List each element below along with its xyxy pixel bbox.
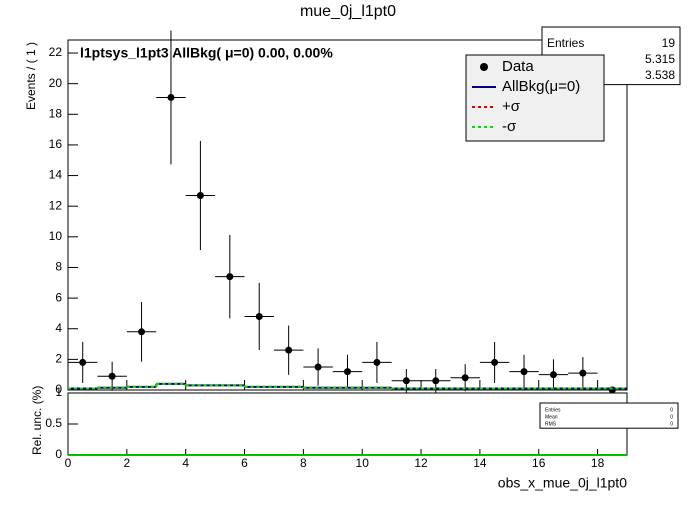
y-tick-label: 10 — [49, 229, 63, 243]
data-point — [520, 368, 528, 376]
data-point — [196, 191, 204, 199]
y-tick-label: 12 — [49, 198, 63, 212]
x-tick-label: 6 — [241, 456, 248, 470]
x-tick-label: 4 — [182, 456, 189, 470]
legend-label: +σ — [502, 98, 521, 115]
data-point — [344, 368, 351, 376]
data-point — [167, 93, 175, 101]
chart-title: mue_0j_l1pt0 — [300, 3, 396, 20]
y-tick-label: 0.5 — [45, 416, 62, 430]
stats-value: 0 — [670, 422, 673, 428]
stats-box — [539, 402, 679, 429]
x-tick-label: 14 — [473, 456, 487, 470]
data-point — [579, 369, 587, 377]
y-tick-label: 0 — [55, 447, 62, 461]
data-point — [402, 377, 410, 385]
stats-label: Entries — [545, 408, 561, 414]
annotation: l1ptsys_l1pt3 AllBkg( μ=0) 0.00, 0.00% — [80, 45, 333, 61]
stats-label: Mean — [545, 415, 558, 421]
y-tick-label: 20 — [49, 76, 63, 90]
data-point — [138, 328, 146, 336]
data-point — [108, 372, 116, 380]
data-point — [432, 377, 440, 385]
stats-value: 0 — [670, 415, 673, 421]
y-tick-label: 14 — [49, 168, 63, 182]
data-point — [285, 346, 293, 354]
y-tick-label: 6 — [55, 290, 62, 304]
x-tick-label: 12 — [414, 456, 428, 470]
y-tick-label: 8 — [55, 260, 62, 274]
y-tick-label: 1 — [55, 385, 62, 399]
y-tick-label: 0 — [55, 382, 62, 396]
legend-label: -σ — [502, 118, 517, 135]
data-point — [461, 374, 469, 382]
y-tick-label: 2 — [55, 352, 62, 366]
x-tick-label: 10 — [356, 456, 370, 470]
data-point — [549, 371, 557, 379]
x-tick-label: 2 — [123, 456, 130, 470]
stats-value: 0 — [670, 408, 673, 414]
y-axis-label: Rel. unc. (%) — [30, 386, 44, 455]
data-point — [314, 363, 322, 371]
upper-frame — [67, 39, 628, 391]
y-tick-label: 18 — [49, 106, 63, 120]
data-point — [226, 273, 234, 281]
x-tick-label: 0 — [65, 456, 72, 470]
x-tick-label: 16 — [532, 456, 546, 470]
stats-value: 19 — [662, 36, 676, 50]
stats-label: RMS — [545, 422, 557, 428]
legend-label: Data — [502, 58, 534, 75]
data-point — [255, 312, 263, 320]
data-point — [79, 358, 87, 366]
stats-label: Entries — [547, 36, 584, 50]
y-tick-label: 22 — [49, 45, 63, 59]
x-tick-label: 18 — [591, 456, 605, 470]
x-axis-label: obs_x_mue_0j_l1pt0 — [498, 475, 627, 491]
data-point — [373, 358, 381, 366]
y-tick-label: 16 — [49, 137, 63, 151]
x-tick-label: 8 — [300, 456, 307, 470]
legend-label: AllBkg(μ=0) — [502, 78, 580, 95]
data-point — [491, 358, 499, 366]
legend-marker — [480, 63, 488, 71]
y-tick-label: 4 — [55, 321, 62, 335]
stats-value: 5.315 — [645, 52, 675, 66]
stats-value: 3.538 — [645, 68, 675, 82]
legend-box — [465, 54, 605, 142]
y-axis-label: Events / ( 1 ) — [24, 42, 38, 110]
